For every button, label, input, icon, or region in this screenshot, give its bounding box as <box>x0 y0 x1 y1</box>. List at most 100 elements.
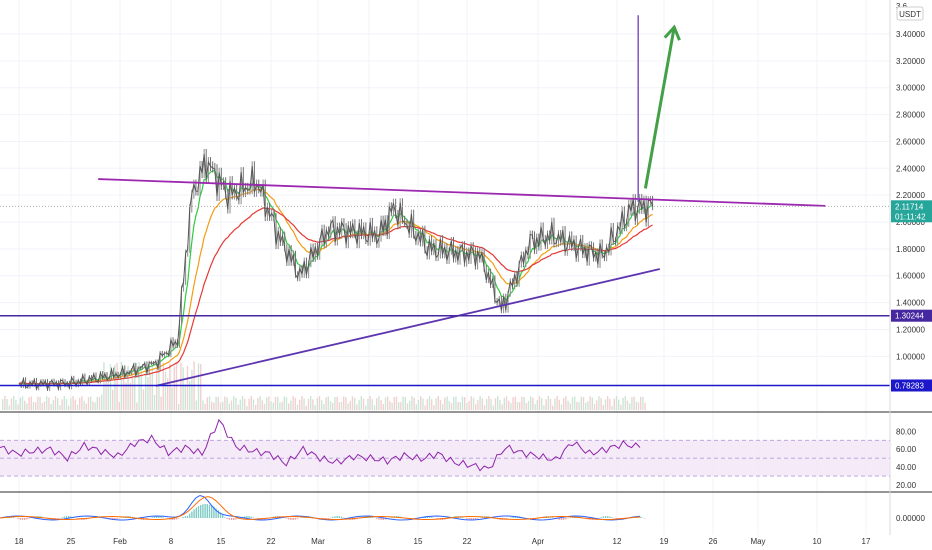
volume-bar <box>404 397 406 410</box>
volume-bar <box>571 397 574 410</box>
volume-bar <box>481 398 483 410</box>
moving-average-lines <box>18 169 653 386</box>
macd-scale[interactable]: 0.00000 <box>896 514 925 523</box>
volume-bar <box>560 404 563 410</box>
volume-bar <box>334 396 336 410</box>
volume-bar <box>54 396 57 410</box>
volume-bar <box>164 371 167 410</box>
macd-histogram-bar <box>114 518 116 520</box>
macd-histogram-bar <box>191 511 193 518</box>
volume-bar <box>219 402 222 410</box>
macd-histogram-bar <box>290 518 292 520</box>
price-tick-label: 1.60000 <box>896 272 925 281</box>
volume-bar <box>413 397 415 410</box>
price-tick-label: 1.20000 <box>896 325 925 334</box>
macd-histogram-bar <box>600 517 602 518</box>
volume-bar <box>389 401 391 410</box>
volume-bar <box>248 398 250 410</box>
macd-histogram-bar <box>70 516 72 518</box>
volume-bar <box>35 402 37 410</box>
volume-bar <box>439 400 442 410</box>
volume-bar <box>129 383 131 410</box>
volume-bar <box>72 396 74 410</box>
volume-bar <box>158 363 160 410</box>
volume-bar <box>63 396 65 410</box>
macd-histogram-bar <box>294 518 296 520</box>
volume-bar <box>448 401 450 410</box>
volume-bar <box>153 394 156 410</box>
macd-histogram-bar <box>162 517 164 518</box>
volume-bar <box>435 398 437 410</box>
volume-bar <box>391 402 393 410</box>
macd-histogram-bar <box>296 518 299 519</box>
macd-histogram-bar <box>468 518 470 520</box>
macd-histogram-bar <box>565 518 567 520</box>
macd-histogram-bar <box>76 518 79 519</box>
macd-histogram-bar <box>202 504 204 518</box>
level-price-label: 0.78283 <box>895 381 924 390</box>
volume-bar <box>123 368 125 410</box>
rsi-scale[interactable]: 80.00 60.00 40.00 20.00 <box>896 427 917 490</box>
volume-bar <box>503 397 505 410</box>
rsi-tick-label: 80.00 <box>896 427 917 436</box>
volume-bar <box>81 396 83 410</box>
volume-bar <box>479 396 481 410</box>
macd-histogram-bar <box>217 510 219 518</box>
volume-bar <box>347 403 349 410</box>
volume-bar <box>263 403 266 410</box>
price-tick-label: 1.80000 <box>896 245 925 254</box>
macd-histogram-bar <box>147 518 149 519</box>
volume-bar <box>171 387 173 410</box>
volume-bar <box>499 399 501 410</box>
volume-bar <box>70 398 72 410</box>
volume-bar <box>545 399 547 410</box>
volume-bar <box>90 396 92 410</box>
macd-histogram-bar <box>380 518 382 520</box>
volume-bar <box>556 396 558 410</box>
volume-bar <box>400 401 402 410</box>
date-tick-label: 15 <box>217 537 226 546</box>
volume-bar <box>283 396 285 410</box>
volume-bar <box>488 396 490 410</box>
macd-histogram-bar <box>602 516 604 518</box>
time-scale[interactable]: 18 25 Feb 8 15 22 Mar 8 15 22 Apr 12 19 26 May 10 17 <box>15 537 871 546</box>
volume-bar <box>602 405 604 410</box>
macd-histogram-bar <box>338 516 340 518</box>
volume-bar <box>160 396 162 410</box>
macd-histogram-bar <box>206 504 208 518</box>
volume-bar <box>490 399 492 410</box>
macd-histogram-bar <box>252 517 255 518</box>
volume-bar <box>61 399 63 410</box>
price-tick-label: 2.00000 <box>896 218 925 227</box>
rsi-line <box>0 418 641 472</box>
volume-bar <box>598 396 600 410</box>
volume-bar <box>13 396 15 410</box>
volume-bar <box>644 402 646 410</box>
volume-bar <box>629 403 631 410</box>
volume-bar <box>24 400 26 410</box>
volume-bar <box>83 400 85 410</box>
macd-histogram-bar <box>65 516 68 518</box>
volume-bar <box>393 397 395 410</box>
price-tick-label: 3.20000 <box>896 57 925 66</box>
volume-bar <box>580 396 582 410</box>
volume-bar <box>424 405 426 410</box>
volume-bar <box>591 397 593 410</box>
price-scale[interactable]: 3.40000 3.20000 3.00000 2.80000 2.60000 2.400… <box>896 2 925 361</box>
volume-bar <box>39 396 41 410</box>
macd-histogram-bar <box>215 508 217 518</box>
macd-histogram-bar <box>288 518 290 520</box>
macd-histogram-bar <box>182 516 184 518</box>
volume-bar <box>574 396 576 410</box>
volume-bar <box>321 400 323 410</box>
volume-bar <box>409 400 411 410</box>
drawn-trendlines[interactable] <box>0 15 890 387</box>
macd-histogram-bar <box>57 518 59 520</box>
volume-bar <box>593 403 596 410</box>
volume-bar <box>8 405 10 410</box>
volume-bar <box>299 399 301 410</box>
volume-bar <box>15 399 17 410</box>
volume-bar <box>466 403 468 410</box>
